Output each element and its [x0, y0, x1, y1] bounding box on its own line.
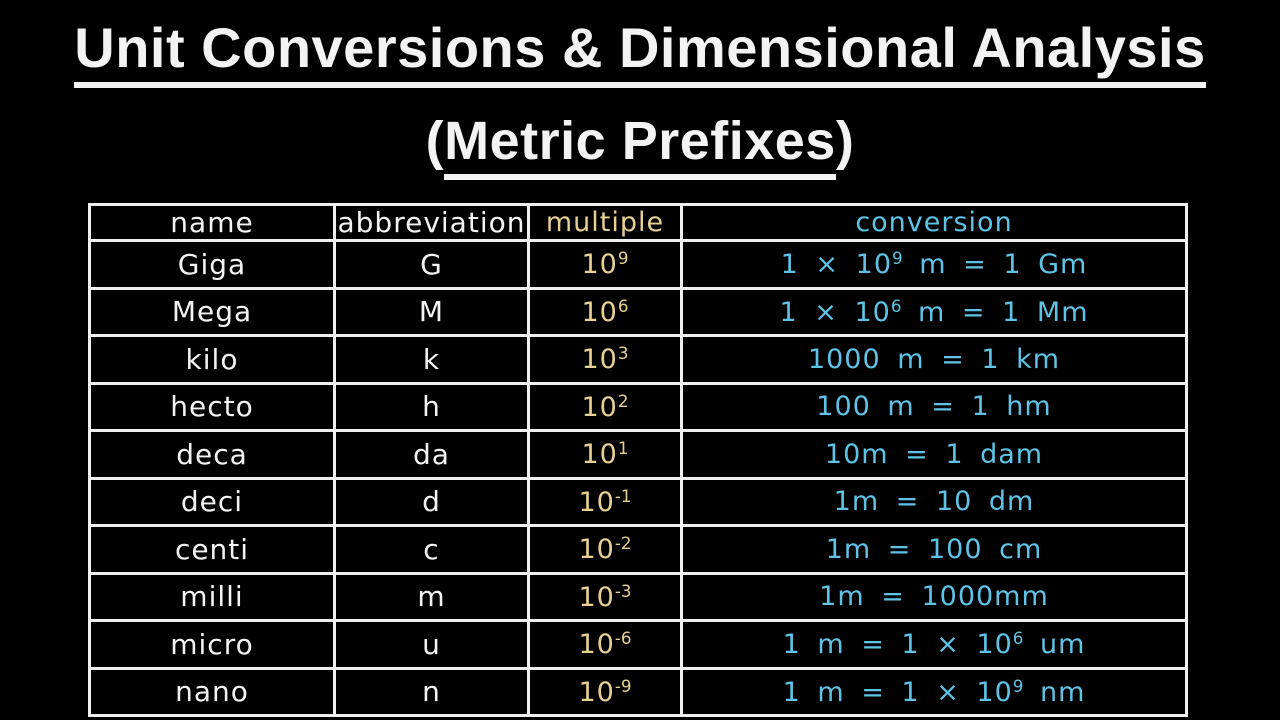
prefix-row-nano: nano n 10-9 1 m = 1 × 109 nm [88, 666, 1188, 717]
prefix-row-mega: Mega M 106 1 × 106 m = 1 Mm [88, 286, 1188, 337]
column-header-abbreviation: abbreviation [333, 203, 530, 242]
prefix-row-hecto: hecto h 102 100 m = 1 hm [88, 381, 1188, 432]
prefix-conversion: 1m = 100 cm [680, 524, 1188, 575]
prefix-row-centi: centi c 10-2 1m = 100 cm [88, 524, 1188, 575]
prefix-abbreviation: u [333, 619, 530, 670]
prefix-multiple: 10-9 [527, 666, 683, 717]
exponent: 3 [617, 343, 629, 364]
prefix-conversion: 1 m = 1 × 109 nm [680, 666, 1188, 717]
prefix-abbreviation: m [333, 571, 530, 622]
page-title: Unit Conversions & Dimensional Analysis [0, 16, 1280, 88]
exponent: 2 [617, 390, 629, 411]
exponent: 6 [1012, 628, 1024, 649]
prefix-name: milli [88, 571, 336, 622]
prefix-abbreviation: k [333, 334, 530, 385]
exponent: 6 [617, 295, 629, 316]
prefix-multiple: 102 [527, 381, 683, 432]
prefix-abbreviation: G [333, 239, 530, 290]
prefix-multiple: 10-1 [527, 476, 683, 527]
prefix-name: Mega [88, 286, 336, 337]
exponent: -9 [614, 675, 632, 696]
prefix-name: deca [88, 429, 336, 480]
prefix-name: hecto [88, 381, 336, 432]
prefix-abbreviation: da [333, 429, 530, 480]
prefix-conversion: 1m = 1000mm [680, 571, 1188, 622]
exponent: -1 [614, 485, 632, 506]
prefix-row-micro: micro u 10-6 1 m = 1 × 106 um [88, 619, 1188, 670]
column-header-multiple: multiple [527, 203, 683, 242]
exponent: 9 [617, 248, 629, 269]
prefix-abbreviation: d [333, 476, 530, 527]
exponent: -3 [614, 580, 632, 601]
prefix-name: centi [88, 524, 336, 575]
prefix-multiple: 101 [527, 429, 683, 480]
prefix-multiple: 10-3 [527, 571, 683, 622]
page-subtitle: (Metric Prefixes) [0, 110, 1280, 180]
prefix-abbreviation: h [333, 381, 530, 432]
prefix-conversion: 10m = 1 dam [680, 429, 1188, 480]
prefix-conversion: 1 m = 1 × 106 um [680, 619, 1188, 670]
prefix-conversion: 1000 m = 1 km [680, 334, 1188, 385]
prefix-multiple: 103 [527, 334, 683, 385]
prefix-conversion: 100 m = 1 hm [680, 381, 1188, 432]
prefix-row-milli: milli m 10-3 1m = 1000mm [88, 571, 1188, 622]
prefix-name: nano [88, 666, 336, 717]
subtitle-text: Metric Prefixes [444, 111, 836, 180]
prefix-row-kilo: kilo k 103 1000 m = 1 km [88, 334, 1188, 385]
column-header-name: name [88, 203, 336, 242]
prefix-row-deci: deci d 10-1 1m = 10 dm [88, 476, 1188, 527]
exponent: 6 [890, 295, 902, 316]
exponent: -2 [614, 533, 632, 554]
prefix-conversion: 1 × 109 m = 1 Gm [680, 239, 1188, 290]
exponent: 9 [1012, 675, 1024, 696]
prefix-name: micro [88, 619, 336, 670]
table-header-row: name abbreviation multiple conversion [88, 203, 1188, 242]
subtitle-close-paren: ) [835, 111, 855, 171]
prefix-name: deci [88, 476, 336, 527]
prefix-name: kilo [88, 334, 336, 385]
prefix-multiple: 10-6 [527, 619, 683, 670]
title-text: Unit Conversions & Dimensional Analysis [74, 16, 1206, 88]
prefix-abbreviation: n [333, 666, 530, 717]
prefix-abbreviation: c [333, 524, 530, 575]
prefix-conversion: 1 × 106 m = 1 Mm [680, 286, 1188, 337]
subtitle-open-paren: ( [425, 111, 445, 171]
prefix-row-deca: deca da 101 10m = 1 dam [88, 429, 1188, 480]
exponent: -6 [614, 628, 632, 649]
prefix-multiple: 10-2 [527, 524, 683, 575]
column-header-conversion: conversion [680, 203, 1188, 242]
prefix-conversion: 1m = 10 dm [680, 476, 1188, 527]
exponent: 9 [892, 248, 903, 269]
prefix-multiple: 106 [527, 286, 683, 337]
prefix-multiple: 109 [527, 239, 683, 290]
exponent: 1 [617, 438, 629, 459]
prefix-name: Giga [88, 239, 336, 290]
prefix-abbreviation: M [333, 286, 530, 337]
metric-prefix-table: name abbreviation multiple conversion Giga G… [88, 203, 1188, 717]
prefix-row-giga: Giga G 109 1 × 109 m = 1 Gm [88, 239, 1188, 290]
